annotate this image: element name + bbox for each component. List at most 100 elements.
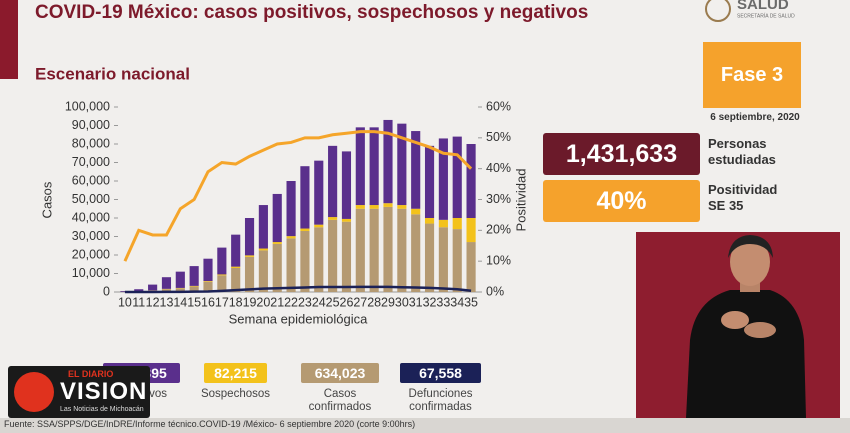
x-tick-label: 35 bbox=[464, 295, 478, 309]
bar bbox=[383, 206, 393, 292]
x-tick-label: 13 bbox=[160, 295, 174, 309]
watermark: EL DIARIO VISION Las Noticias de Michoac… bbox=[8, 366, 150, 418]
bar bbox=[424, 218, 435, 224]
x-tick-label: 15 bbox=[187, 295, 201, 309]
bar bbox=[452, 218, 462, 230]
logo-sub: SECRETARÍA DE SALUD bbox=[737, 12, 795, 19]
legend-total: 82,215 bbox=[204, 363, 267, 383]
watermark-name: VISION bbox=[60, 378, 148, 405]
bar bbox=[341, 151, 352, 219]
bar bbox=[203, 281, 213, 292]
x-tick-label: 29 bbox=[381, 295, 395, 309]
legend-total: 67,558 bbox=[400, 363, 481, 383]
bar bbox=[286, 236, 296, 239]
bar bbox=[175, 288, 185, 292]
bar bbox=[217, 247, 227, 275]
y-tick-label: 60,000 bbox=[72, 173, 110, 187]
bar bbox=[383, 119, 393, 204]
bar bbox=[314, 227, 324, 292]
bar bbox=[203, 281, 213, 282]
x-tick-label: 12 bbox=[146, 295, 160, 309]
interpreter bbox=[686, 235, 806, 418]
bar bbox=[148, 284, 158, 291]
bar bbox=[355, 127, 365, 206]
logo-emblem bbox=[705, 0, 731, 22]
stat-label: Personas estudiadas bbox=[708, 136, 776, 167]
x-tick-label: 26 bbox=[340, 295, 354, 309]
accent-bar bbox=[0, 0, 18, 79]
y2-axis-title: Positividad bbox=[513, 169, 528, 232]
bar bbox=[217, 275, 227, 292]
bar bbox=[300, 166, 310, 229]
x-tick-label: 24 bbox=[312, 295, 326, 309]
bar bbox=[397, 205, 407, 209]
x-tick-label: 11 bbox=[132, 295, 145, 309]
watermark-tagline: Las Noticias de Michoacán bbox=[60, 406, 144, 413]
bar bbox=[258, 250, 268, 292]
y-tick-label: 70,000 bbox=[72, 155, 110, 169]
x-tick-label: 19 bbox=[243, 295, 257, 309]
x-tick-label: 28 bbox=[367, 295, 381, 309]
logo: SALUD bbox=[737, 0, 789, 13]
bar bbox=[314, 160, 324, 225]
x-tick-label: 33 bbox=[436, 295, 450, 309]
bar bbox=[258, 205, 268, 249]
watermark-icon bbox=[14, 372, 54, 412]
x-tick-label: 22 bbox=[284, 295, 298, 309]
bar bbox=[438, 227, 448, 292]
bar bbox=[244, 256, 255, 292]
x-tick-label: 18 bbox=[229, 295, 243, 309]
bar bbox=[452, 229, 462, 292]
y2-tick-label: 0% bbox=[486, 284, 504, 298]
bar bbox=[286, 181, 296, 237]
bar bbox=[244, 255, 255, 257]
x-tick-label: 21 bbox=[270, 295, 284, 309]
bar bbox=[231, 267, 241, 292]
y2-tick-label: 20% bbox=[486, 223, 511, 237]
bar bbox=[355, 208, 365, 292]
x-tick-label: 17 bbox=[215, 295, 229, 309]
y-tick-label: 80,000 bbox=[72, 136, 110, 150]
bar bbox=[355, 205, 365, 209]
bar bbox=[328, 217, 338, 220]
phase-badge: Fase 3 bbox=[703, 42, 801, 108]
x-tick-label: 23 bbox=[298, 295, 312, 309]
bar bbox=[369, 127, 379, 206]
bar bbox=[383, 203, 393, 207]
y2-tick-label: 30% bbox=[486, 192, 511, 206]
phase-date: 6 septiembre, 2020 bbox=[710, 112, 800, 123]
bar bbox=[397, 208, 407, 292]
bar bbox=[328, 145, 338, 218]
y-tick-label: 30,000 bbox=[72, 229, 110, 243]
x-axis-title: Semana epidemiológica bbox=[229, 311, 369, 326]
bar bbox=[438, 219, 448, 228]
legend-label: Defunciones confirmadas bbox=[408, 388, 473, 413]
bar bbox=[466, 144, 476, 218]
bar bbox=[369, 205, 379, 209]
bar bbox=[272, 242, 282, 244]
bar bbox=[161, 289, 172, 292]
bar bbox=[411, 208, 421, 215]
y-tick-label: 0 bbox=[103, 284, 110, 298]
bar bbox=[369, 208, 379, 292]
bar bbox=[175, 271, 185, 288]
bar bbox=[397, 123, 407, 206]
bar bbox=[203, 258, 213, 282]
bar bbox=[217, 274, 227, 276]
x-tick-label: 16 bbox=[201, 295, 215, 309]
bar bbox=[424, 223, 435, 292]
x-tick-label: 32 bbox=[423, 295, 437, 309]
bar bbox=[300, 230, 310, 292]
x-tick-label: 30 bbox=[395, 295, 409, 309]
y-tick-label: 50,000 bbox=[72, 192, 110, 206]
legend-label: Casos confirmados bbox=[308, 388, 372, 413]
x-tick-label: 20 bbox=[256, 295, 270, 309]
bar bbox=[272, 243, 282, 292]
bar bbox=[286, 238, 296, 292]
bar bbox=[258, 248, 268, 251]
y2-tick-label: 60% bbox=[486, 99, 511, 113]
legend-total: 634,023 bbox=[301, 363, 379, 383]
y-tick-label: 100,000 bbox=[65, 99, 110, 113]
footer-band bbox=[0, 418, 850, 433]
